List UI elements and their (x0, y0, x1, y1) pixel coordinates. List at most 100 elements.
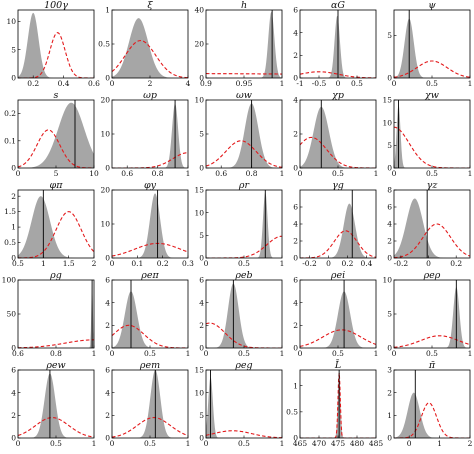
x-tick-label: 1 (92, 439, 97, 448)
panel-5: 0 0.5 1 0 5 ψ (387, 0, 472, 88)
x-tick-label: 480 (350, 439, 365, 448)
y-tick-label: 0.5 (98, 40, 110, 49)
posterior-density-area (206, 376, 282, 438)
panel-4: -1 -0.5 0 0.5 0 2 4 6 αG (293, 0, 377, 88)
posterior-density-area (394, 287, 470, 348)
y-tick-label: 8 (387, 186, 392, 195)
axes-frame (299, 189, 377, 259)
y-tick-label: 0 (293, 74, 298, 83)
x-tick-label: 475 (331, 439, 346, 448)
axes-frame (17, 189, 95, 259)
x-tick-label: 1 (280, 259, 285, 268)
panel-22: 0 0.5 1 0 2 4 6 ρem (105, 360, 190, 448)
y-tick-label: 10 (194, 208, 204, 217)
y-tick-label: 0 (11, 164, 16, 173)
panel-14: -0.2 0 0.2 0.4 0 2 4 6 γg (293, 180, 377, 268)
x-tick-label: 0 (204, 349, 209, 358)
x-tick-label: 0.6 (215, 169, 227, 178)
panel-16: 0.6 0.8 1 0 50 100 ρg (2, 270, 97, 358)
x-tick-label: -0.2 (302, 259, 317, 268)
panel-12: 0 0.1 0.2 0.3 0 10 20 φy (100, 180, 194, 268)
axes-frame (205, 279, 283, 349)
y-tick-label: 0.1 (4, 136, 16, 145)
y-tick-label: 15 (194, 366, 204, 375)
y-tick-label: 4 (387, 220, 392, 229)
panel-title: χp (331, 90, 344, 101)
panel-title: ωp (143, 90, 157, 101)
panel-title: ρeg (234, 360, 252, 371)
panel-title: 100γ (44, 0, 68, 11)
x-tick-label: 0.2 (450, 259, 462, 268)
x-tick-label: 1 (280, 349, 285, 358)
axes-frame (393, 369, 471, 439)
x-tick-label: 470 (312, 439, 327, 448)
prior-density-line (112, 417, 188, 438)
y-tick-label: 5 (387, 141, 392, 150)
x-tick-label: 0.9 (200, 79, 212, 88)
posterior-density-area (206, 283, 282, 348)
y-tick-label: 2 (387, 388, 392, 397)
x-tick-label: 0.5 (238, 349, 250, 358)
y-tick-label: 5 (199, 231, 204, 240)
x-tick-label: 1 (437, 439, 442, 448)
panel-18: 0 0.5 1 0 2 4 6 ρeb (199, 270, 284, 358)
y-tick-label: 2 (105, 321, 110, 330)
x-tick-label: 1 (280, 79, 285, 88)
posterior-density-area (394, 198, 470, 258)
y-tick-label: 5 (11, 45, 16, 54)
panel-title: γz (427, 180, 439, 191)
x-tick-label: 0.8 (152, 169, 164, 178)
x-tick-label: 0.5 (351, 79, 363, 88)
x-tick-label: 0.5 (426, 169, 438, 178)
y-tick-label: 0 (293, 344, 298, 353)
y-tick-label: 1.5 (4, 207, 16, 216)
y-tick-label: 0 (105, 254, 110, 263)
x-tick-label: 0.8 (246, 169, 258, 178)
posterior-density-area (300, 375, 376, 438)
x-tick-label: 0 (110, 259, 115, 268)
x-tick-label: 1 (468, 79, 473, 88)
y-tick-label: 0 (199, 164, 204, 173)
y-tick-label: 3 (387, 366, 392, 375)
y-tick-label: 4 (293, 28, 298, 37)
y-tick-label: 0 (105, 74, 110, 83)
prior-density-line (112, 40, 188, 78)
x-tick-label: -0.5 (312, 79, 327, 88)
x-tick-label: 0 (16, 439, 21, 448)
y-tick-label: 6 (387, 203, 392, 212)
panel-3: 0.9 0.95 1 0 20 40 h (194, 0, 284, 88)
x-tick-label: 0.5 (332, 349, 344, 358)
x-tick-label: 0.2 (342, 259, 354, 268)
prior-density-line (394, 126, 470, 168)
prior-density-line (300, 230, 376, 258)
panel-24: 465 470 475 480 485 0 0.5 1 L̄ (286, 359, 383, 448)
x-tick-label: 0.4 (58, 79, 70, 88)
x-tick-label: 0.5 (426, 349, 438, 358)
x-tick-label: 0.8 (50, 349, 62, 358)
y-tick-label: 2 (293, 51, 298, 60)
x-tick-label: 1 (374, 349, 379, 358)
y-tick-label: 6 (11, 366, 16, 375)
x-tick-label: 0 (392, 169, 397, 178)
posterior-density-area (300, 106, 376, 168)
y-tick-label: 2 (293, 237, 298, 246)
panel-title: ξ (147, 0, 153, 11)
x-tick-label: 4 (186, 79, 191, 88)
posterior-density-area (206, 11, 282, 78)
x-tick-label: 0.5 (238, 259, 250, 268)
panel-6: 0 5 10 0 0.1 0.2 s (4, 90, 99, 178)
prior-density-line (18, 339, 94, 348)
y-tick-label: 2 (199, 321, 204, 330)
y-tick-label: 2 (105, 411, 110, 420)
x-tick-label: 0.1 (131, 259, 143, 268)
prior-density-line (18, 211, 94, 258)
prior-density-line (206, 430, 282, 438)
